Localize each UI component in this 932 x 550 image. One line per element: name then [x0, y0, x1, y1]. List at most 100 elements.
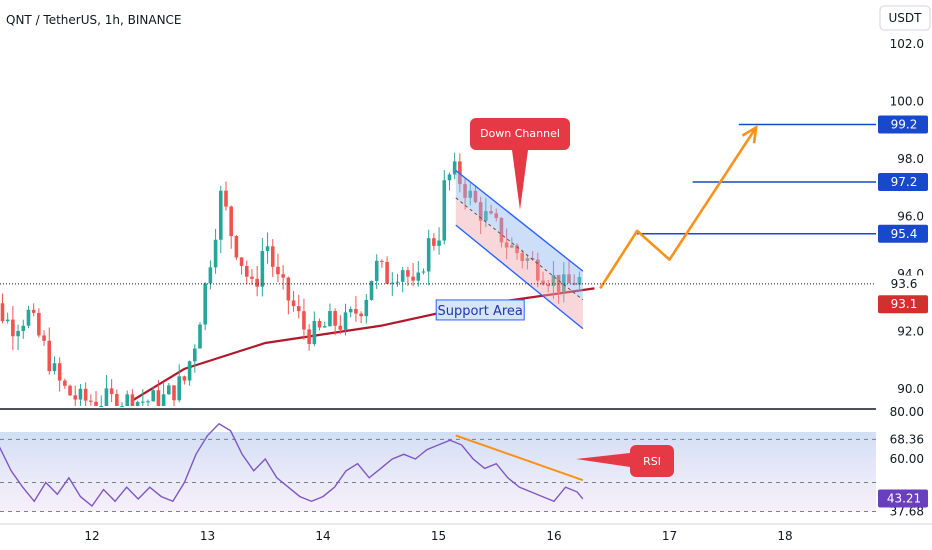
candle-body [229, 206, 233, 237]
candle-body [473, 190, 478, 203]
ma-value-tag-bg [878, 295, 928, 314]
rsi-line [0, 422, 584, 508]
candle-body [89, 400, 93, 402]
time-tick-label: 12 [84, 529, 99, 543]
candle-body [322, 326, 327, 328]
candle-body [395, 281, 400, 283]
time-tick-label: 18 [777, 529, 792, 543]
candle-body [172, 385, 176, 401]
rsi-tick-label: 37.68 [890, 504, 924, 518]
price-tick-label: 102.0 [890, 37, 924, 51]
candle-body [348, 308, 353, 313]
candle-body [26, 309, 31, 326]
rsi-callout [576, 445, 674, 477]
target-levels [637, 123, 876, 235]
candle-body [94, 401, 98, 406]
candle-body [302, 311, 306, 330]
candle-body [270, 246, 275, 267]
candle-body [515, 245, 519, 254]
candle-body [343, 312, 348, 330]
candle-body [328, 310, 332, 327]
candle-body [452, 161, 457, 175]
candle-body [146, 401, 150, 403]
candle-body [73, 395, 78, 400]
price-tick-label: 92.0 [897, 325, 924, 339]
last-price-tag-bg [878, 275, 928, 293]
candle-body [572, 283, 577, 285]
candle-body [130, 394, 135, 406]
candle-body [437, 240, 441, 246]
candle-body [478, 202, 483, 221]
rsi-tick-label: 68.36 [890, 432, 924, 446]
candle-body [167, 385, 171, 395]
candle-body [416, 272, 421, 281]
channel-lower-fill [455, 197, 583, 329]
price-axis-bg [876, 0, 932, 550]
candle-body [47, 340, 52, 372]
candle-body [63, 380, 67, 386]
candle-body [567, 274, 571, 284]
candle-body [187, 361, 192, 381]
candle-body [364, 299, 369, 317]
candle-body [546, 284, 551, 287]
moving-average-line [131, 287, 595, 402]
time-tick-label: 16 [546, 529, 561, 543]
level-tag-bg [878, 224, 928, 243]
candle-body [484, 211, 488, 221]
candle-body [489, 211, 493, 214]
candle-body [52, 363, 57, 372]
candle-body [333, 310, 337, 326]
candle-body [42, 335, 46, 341]
candle-body [354, 308, 358, 314]
candle-body [281, 274, 285, 278]
candle-body [468, 190, 473, 198]
candle-body [442, 180, 447, 241]
level-tag: 99.2 [891, 118, 918, 132]
candle-body [244, 265, 249, 277]
rsi-value-tag: 43.21 [887, 491, 921, 505]
candle-body [151, 390, 156, 402]
candle-body [307, 329, 311, 344]
channel-upper-line [455, 169, 584, 272]
channel-lower-line [455, 224, 584, 330]
candle-body [447, 174, 452, 181]
candle-body [255, 278, 259, 287]
currency-label: USDT [889, 11, 923, 25]
channel-layer: Support Area [435, 169, 584, 330]
candle-body [5, 319, 10, 322]
currency-box[interactable] [879, 5, 931, 31]
rsi-callout-label: RSI [643, 455, 661, 468]
candle-body [432, 238, 436, 246]
candle-body [499, 217, 504, 243]
candle-body [156, 390, 161, 406]
candle-body [182, 376, 187, 381]
candle-body [234, 236, 239, 258]
support-area-box [435, 299, 525, 321]
candle-body [78, 388, 83, 400]
candle-body [504, 242, 509, 248]
candle-body [541, 280, 545, 285]
chart-title: QNT / TetherUS, 1h, BINANCE [6, 13, 182, 27]
projection-arrowhead [741, 124, 758, 144]
candle-body [135, 402, 140, 406]
level-tag: 95.4 [891, 227, 918, 241]
candle-body [380, 260, 384, 262]
candle-body [296, 306, 301, 312]
candle-body [213, 239, 218, 268]
channel-upper-fill [455, 170, 583, 300]
candle-body [510, 245, 514, 248]
candle-body [525, 258, 530, 261]
rsi-tick-label: 80.00 [890, 405, 924, 419]
candle-body [224, 190, 228, 207]
price-tick-label: 90.0 [897, 382, 924, 396]
rsi-band [0, 432, 876, 512]
rsi-trendline [455, 434, 584, 482]
candle-body [426, 238, 431, 272]
candle-body [192, 348, 197, 362]
time-tick-label: 15 [431, 529, 446, 543]
candle-body [177, 376, 182, 401]
candle-body [400, 270, 405, 282]
candle-body [291, 300, 296, 307]
